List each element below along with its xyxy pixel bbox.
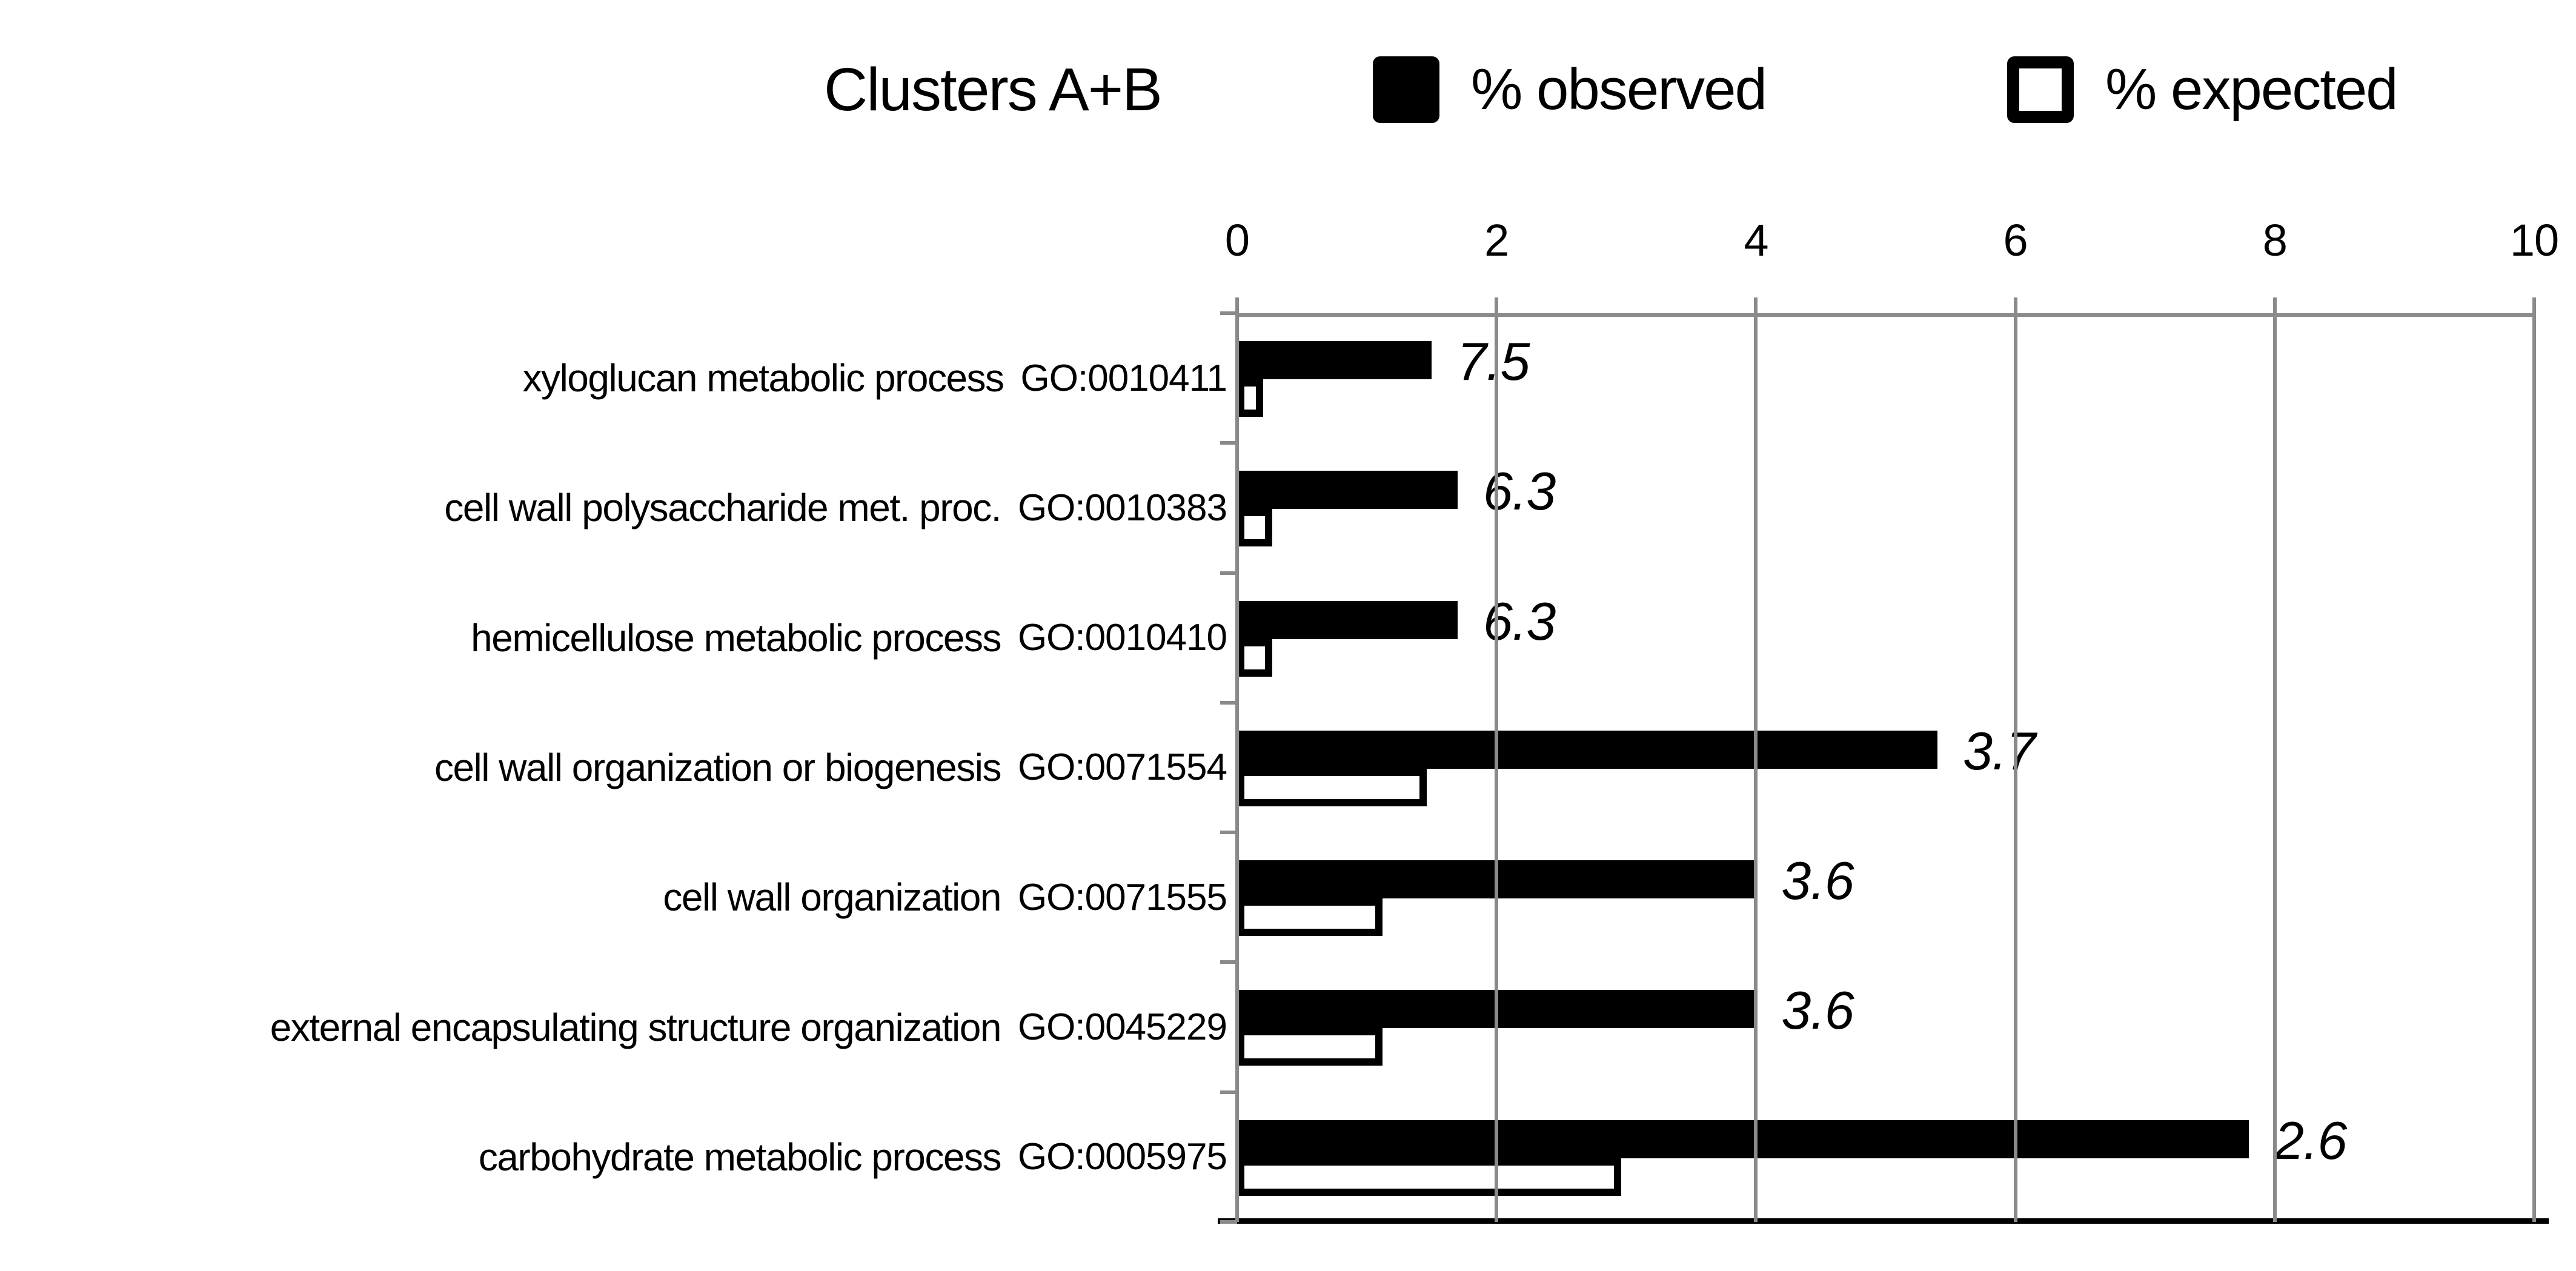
x-axis-tick-labels: 0 2 4 6 8 10 (1225, 215, 2559, 267)
legend-item-observed: % observed (1373, 56, 1767, 124)
grid-line-2 (1495, 313, 1499, 1222)
observed-bar (1237, 600, 1458, 639)
x-tick-label-6: 6 (2003, 215, 2028, 265)
y-axis-tick-7 (1220, 1220, 1237, 1224)
bar-row: 2.6 (1237, 1092, 2534, 1222)
fold-enrichment-label: 6.3 (1482, 461, 1556, 522)
category-label: cell wall organization (663, 875, 1001, 920)
top-axis-tick-10 (2532, 297, 2536, 329)
bar-rows: 7.5 6.3 6.3 3.7 3.6 3.6 2.6 (1237, 313, 2534, 1222)
go-id-label: GO:0005975 (1017, 1136, 1227, 1178)
bar-row: 6.3 (1237, 573, 2534, 703)
legend-item-expected: % expected (2007, 56, 2398, 124)
grid-line-4 (1754, 313, 1758, 1222)
bar-row: 7.5 (1237, 313, 2534, 443)
category-row: cell wall organization GO:0071555 (0, 832, 1227, 962)
category-label: cell wall polysaccharide met. proc. (444, 486, 1001, 530)
chart-title: Clusters A+B (824, 55, 1163, 124)
category-row: hemicellulose metabolic process GO:001041… (0, 573, 1227, 703)
bar-row: 3.6 (1237, 962, 2534, 1092)
grid-line-8 (2272, 313, 2277, 1222)
fold-enrichment-label: 3.6 (1781, 851, 1854, 911)
y-axis-tick-3 (1220, 700, 1237, 705)
expected-bar (1237, 768, 1427, 806)
bar-row: 6.3 (1237, 443, 2534, 572)
category-row: carbohydrate metabolic process GO:0005975 (0, 1092, 1227, 1222)
x-tick-label-2: 2 (1484, 215, 1509, 265)
expected-bar (1237, 1028, 1383, 1066)
grid-line-6 (2013, 313, 2017, 1222)
fold-enrichment-label: 6.3 (1482, 591, 1556, 651)
plot-area: 7.5 6.3 6.3 3.7 3.6 3.6 2.6 (1218, 297, 2549, 1224)
observed-swatch-icon (1373, 56, 1439, 123)
go-id-label: GO:0010383 (1017, 486, 1227, 529)
category-row: external encapsulating structure organiz… (0, 962, 1227, 1092)
expected-bar (1237, 1158, 1621, 1196)
category-row: xyloglucan metabolic process GO:0010411 (0, 313, 1227, 443)
fold-enrichment-label: 2.6 (2274, 1110, 2347, 1170)
fold-enrichment-label: 3.7 (1963, 720, 2036, 781)
y-axis-tick-1 (1220, 441, 1237, 445)
top-axis-line (1237, 313, 2534, 317)
go-id-label: GO:0071554 (1017, 746, 1227, 789)
grid-line-10 (2532, 313, 2536, 1222)
category-row: cell wall polysaccharide met. proc. GO:00… (0, 443, 1227, 572)
x-tick-label-8: 8 (2262, 215, 2288, 265)
y-axis-tick-5 (1220, 960, 1237, 964)
go-id-label: GO:0010410 (1017, 617, 1227, 659)
top-axis-tick-8 (2272, 297, 2277, 329)
legend-expected-label: % expected (2105, 57, 2398, 122)
go-id-label: GO:0010411 (1020, 357, 1227, 399)
fold-enrichment-label: 7.5 (1457, 331, 1530, 391)
observed-bar (1237, 1120, 2249, 1158)
category-label: external encapsulating structure organiz… (270, 1005, 1002, 1049)
expected-bar (1237, 898, 1383, 937)
expected-swatch-icon (2007, 56, 2074, 123)
category-row: cell wall organization or biogenesis GO:0… (0, 703, 1227, 832)
y-axis-tick-0 (1220, 311, 1237, 315)
observed-bar (1237, 730, 1938, 769)
bar-row: 3.7 (1237, 703, 2534, 832)
fold-enrichment-label: 3.6 (1781, 980, 1854, 1041)
top-axis-tick-4 (1754, 297, 1758, 329)
x-tick-label-0: 0 (1224, 215, 1250, 265)
observed-bar (1237, 341, 1432, 379)
top-axis-tick-6 (2013, 297, 2017, 329)
expected-bar (1237, 639, 1272, 677)
bottom-axis-line (1218, 1218, 2549, 1224)
expected-bar (1237, 509, 1272, 547)
category-label: hemicellulose metabolic process (471, 616, 1001, 660)
top-axis-tick-0 (1235, 297, 1239, 329)
y-axis-tick-2 (1220, 571, 1237, 575)
category-label-column: xyloglucan metabolic process GO:0010411 ce… (0, 313, 1227, 1222)
go-id-label: GO:0071555 (1017, 876, 1227, 918)
grid-line-0 (1235, 313, 1239, 1222)
y-axis-tick-4 (1220, 831, 1237, 835)
go-id-label: GO:0045229 (1017, 1006, 1227, 1049)
y-axis-tick-6 (1220, 1090, 1237, 1094)
x-tick-label-10: 10 (2509, 215, 2559, 265)
expected-bar (1237, 379, 1263, 417)
category-label: carbohydrate metabolic process (478, 1135, 1002, 1179)
category-label: xyloglucan metabolic process (522, 356, 1004, 400)
x-tick-label-4: 4 (1744, 215, 1768, 265)
legend-observed-label: % observed (1471, 57, 1767, 122)
category-label: cell wall organization or biogenesis (434, 745, 1002, 789)
bar-row: 3.6 (1237, 832, 2534, 962)
observed-bar (1237, 471, 1458, 509)
top-axis-tick-2 (1495, 297, 1499, 329)
